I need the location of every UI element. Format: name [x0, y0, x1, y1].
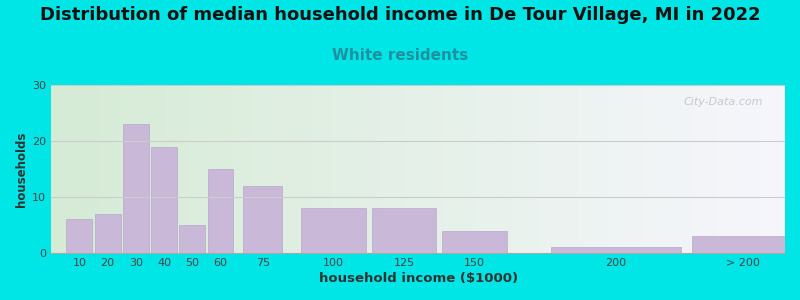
Text: White residents: White residents: [332, 48, 468, 63]
Bar: [301, 208, 366, 253]
Bar: [207, 169, 234, 253]
Bar: [94, 214, 121, 253]
Bar: [123, 124, 149, 253]
Bar: [442, 231, 507, 253]
Text: Distribution of median household income in De Tour Village, MI in 2022: Distribution of median household income …: [40, 6, 760, 24]
Text: City-Data.com: City-Data.com: [683, 97, 763, 107]
Bar: [179, 225, 206, 253]
Bar: [550, 248, 681, 253]
Bar: [66, 219, 92, 253]
Bar: [151, 147, 177, 253]
Bar: [371, 208, 437, 253]
X-axis label: household income ($1000): household income ($1000): [318, 272, 518, 285]
Bar: [692, 236, 800, 253]
Bar: [243, 186, 282, 253]
Y-axis label: households: households: [15, 131, 28, 207]
